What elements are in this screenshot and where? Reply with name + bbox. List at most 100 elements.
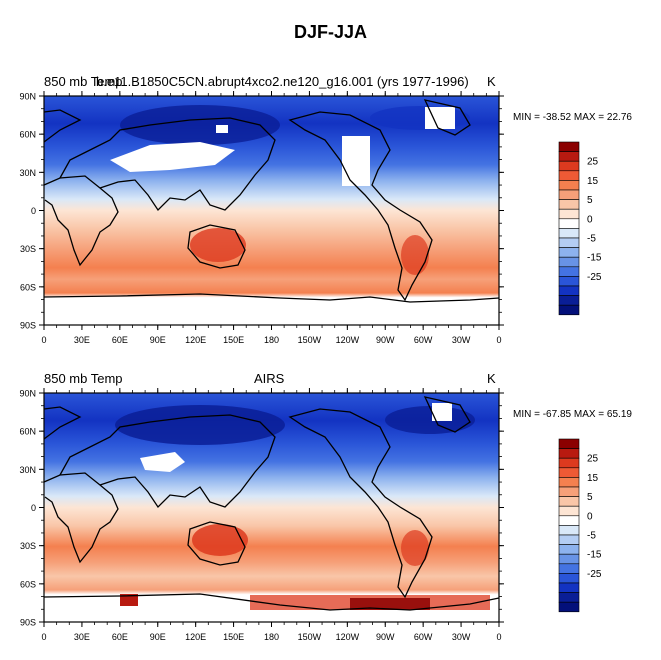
colorbar-swatch [558,467,580,478]
colorbar-swatch [558,563,580,574]
lat-tick-label: 90S [20,321,36,331]
panel-1-cold-region [120,105,280,145]
panel-1-coastlines [43,99,500,303]
colorbar-swatch [558,477,580,488]
colorbar-swatch [558,256,580,268]
lon-tick-label: 60E [112,632,128,642]
lon-tick-label: 60W [414,632,433,642]
panel-1-missing-data [342,136,370,186]
lon-tick-label: 0 [41,335,46,345]
lon-tick-label: 30E [74,335,90,345]
lon-tick-label: 60W [414,335,433,345]
lon-tick-label: 150E [223,335,244,345]
panel-1-missing-data [110,142,235,172]
lon-tick-label: 60E [112,335,128,345]
lon-tick-label: 90W [376,632,395,642]
panel-2-warm-region [120,594,138,606]
panel-1-warm-region [401,235,429,275]
lon-tick-label: 150W [298,632,322,642]
colorbar-swatch [558,276,580,287]
lon-tick-label: 180 [264,335,279,345]
lon-tick-label: 120W [336,632,360,642]
lon-tick-label: 180 [264,632,279,642]
lon-tick-label: 120E [185,632,206,642]
colorbar-swatch [558,505,580,517]
lon-tick-label: 120W [336,335,360,345]
colorbar-swatch [558,486,580,497]
colorbar-label: -15 [587,253,602,264]
lat-tick-label: 30N [19,168,36,178]
panel-2-coastlines [43,396,500,611]
panel-1-warm-region [190,228,246,262]
lon-tick-label: 150E [223,632,244,642]
lat-tick-label: 90S [20,618,36,628]
panel-2-missing-data [140,452,185,472]
colorbar-swatch [558,266,580,277]
colorbar-label: -5 [587,234,596,245]
lat-tick-label: 60S [20,282,36,292]
lat-tick-label: 30S [20,541,36,551]
panel-2-minmax: MIN = -67.85 MAX = 65.19 [513,409,632,420]
colorbar-label: 25 [587,157,599,168]
lon-tick-label: 0 [496,335,501,345]
lon-tick-label: 90W [376,335,395,345]
panel-2-warm-region [401,530,429,566]
colorbar-swatch [558,218,580,229]
panel-1-temperature-field [44,96,499,325]
lat-tick-label: 30N [19,465,36,475]
colorbar-swatch [558,573,580,584]
colorbar-label: -25 [587,569,602,580]
colorbar-swatch [558,592,580,603]
colorbar-label: 15 [587,473,599,484]
colorbar-label: 25 [587,454,599,465]
lon-tick-label: 90E [150,335,166,345]
lat-tick-label: 0 [31,206,36,216]
colorbar-swatch [558,496,580,507]
colorbar-swatch [558,304,580,316]
colorbar-label: 5 [587,195,593,206]
colorbar-swatch [558,544,580,555]
colorbar-swatch [558,582,580,593]
lat-tick-label: 90N [19,92,36,102]
colorbar-swatch [558,180,580,191]
lat-tick-label: 0 [31,503,36,513]
lon-tick-label: 150W [298,335,322,345]
colorbar-label: -25 [587,272,602,283]
colorbar-label: 0 [587,214,593,225]
colorbar-swatch [558,141,580,152]
colorbar-label: -5 [587,531,596,542]
lat-tick-label: 60N [19,427,36,437]
colorbar-label: -15 [587,550,602,561]
panel-2-units: K [487,371,496,386]
panel-2-missing-data [44,610,499,622]
panel-2-cold-region [385,406,475,434]
colorbar-swatch [558,199,580,210]
panel-2-left-label: 850 mb Temp [44,371,123,386]
panel-2-warm-region [192,524,248,556]
lon-tick-label: 30W [452,632,471,642]
lat-tick-label: 60S [20,579,36,589]
lat-tick-label: 90N [19,389,36,399]
colorbar-label: 15 [587,176,599,187]
colorbar-label: 0 [587,511,593,522]
colorbar-swatch [558,170,580,181]
colorbar-swatch [558,295,580,306]
colorbar-swatch [558,247,580,258]
panel-2-cold-region [115,405,285,445]
colorbar-label: 5 [587,492,593,503]
lon-tick-label: 30W [452,335,471,345]
map-panel-1 [43,95,500,326]
colorbar-swatch [558,525,580,536]
lat-tick-label: 30S [20,244,36,254]
colorbar-swatch [558,228,580,239]
panel-2-warm-region [350,598,430,612]
panel-1-missing-data [216,125,228,133]
map-panel-2 [43,392,500,623]
colorbar-swatch [558,438,580,449]
figure-title: DJF-JJA [293,22,368,42]
lat-tick-label: 60N [19,130,36,140]
colorbar-swatch [558,189,580,200]
lon-tick-label: 0 [41,632,46,642]
colorbar-swatch [558,208,580,220]
panel-2-missing-data [432,403,452,421]
